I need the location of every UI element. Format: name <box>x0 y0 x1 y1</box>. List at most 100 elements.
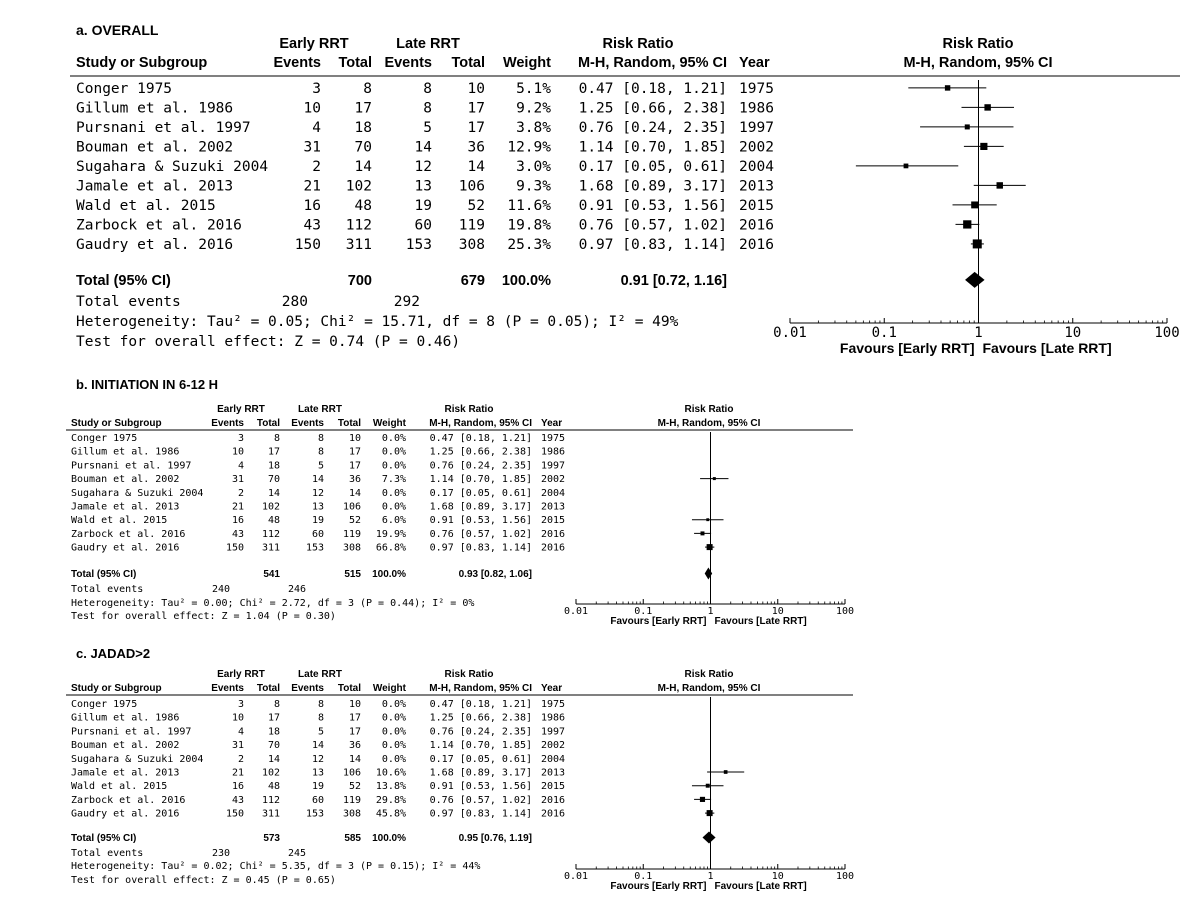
row-late-events: 8 <box>423 101 432 117</box>
row-weight: 13.8% <box>376 781 406 792</box>
x-tick-label: 0.01 <box>564 606 588 617</box>
row-year: 2016 <box>541 795 565 806</box>
row-late-events: 12 <box>312 754 324 765</box>
forest-plot-initiation-6-12h: Early RRT Late RRT Risk Ratio Risk Ratio Stu… <box>66 404 854 627</box>
row-year: 2004 <box>739 159 774 175</box>
row-late-events: 60 <box>415 218 432 234</box>
heterogeneity-text: Heterogeneity: Tau² = 0.00; Chi² = 2.72,… <box>71 598 474 609</box>
pooled-diamond <box>704 567 713 580</box>
total-label: Total (95% CI) <box>71 569 136 580</box>
total-label: Total (95% CI) <box>71 833 136 844</box>
row-late-total: 17 <box>349 460 361 471</box>
row-ci: 0.76 [0.57, 1.02] <box>579 218 727 234</box>
row-early-total: 17 <box>355 101 372 117</box>
header-year: Year <box>541 418 562 429</box>
favours-early-label: Favours [Early RRT] <box>610 616 706 627</box>
row-late-total: 10 <box>349 433 361 444</box>
row-year: 2016 <box>541 543 565 554</box>
row-late-total: 308 <box>343 809 361 820</box>
header-early-rrt: Early RRT <box>217 669 265 680</box>
panel-c-title: c. JADAD>2 <box>76 646 151 661</box>
row-ci: 0.47 [0.18, 1.21] <box>579 81 727 97</box>
row-late-total: 17 <box>349 726 361 737</box>
row-study: Jamale et al. 2013 <box>76 179 233 195</box>
row-early-events: 31 <box>232 474 244 485</box>
row-weight: 0.0% <box>382 502 406 513</box>
row-ci: 1.25 [0.66, 2.38] <box>579 101 727 117</box>
heterogeneity-text: Heterogeneity: Tau² = 0.02; Chi² = 5.35,… <box>71 861 480 872</box>
row-early-total: 8 <box>274 699 280 710</box>
row-weight: 0.0% <box>382 740 406 751</box>
row-early-events: 3 <box>238 699 244 710</box>
row-study: Conger 1975 <box>71 699 137 710</box>
row-ci: 1.68 [0.89, 3.17] <box>430 502 532 513</box>
favours-late-label: Favours [Late RRT] <box>715 881 807 892</box>
row-weight: 0.0% <box>382 488 406 499</box>
row-study: Zarbock et al. 2016 <box>71 795 185 806</box>
total-late: 585 <box>344 833 361 844</box>
row-late-events: 153 <box>306 543 324 554</box>
header-method: M-H, Random, 95% CI <box>578 55 727 71</box>
x-tick-label: 100 <box>1154 325 1179 341</box>
x-tick-label: 1 <box>707 871 713 882</box>
header-study: Study or Subgroup <box>71 683 162 694</box>
row-late-events: 13 <box>312 768 324 779</box>
row-early-total: 17 <box>268 713 280 724</box>
header-method: M-H, Random, 95% CI <box>429 683 532 694</box>
study-point <box>972 239 982 249</box>
header-early-total: Total <box>338 55 372 71</box>
row-early-total: 48 <box>268 515 280 526</box>
row-late-total: 119 <box>343 529 361 540</box>
row-year: 2016 <box>541 809 565 820</box>
row-early-events: 150 <box>226 809 244 820</box>
row-early-total: 70 <box>268 740 280 751</box>
row-early-total: 102 <box>262 502 280 513</box>
total-weight: 100.0% <box>502 273 551 289</box>
row-late-events: 60 <box>312 529 324 540</box>
row-weight: 5.1% <box>516 81 551 97</box>
favours-early-label: Favours [Early RRT] <box>840 340 975 356</box>
row-study: Zarbock et al. 2016 <box>76 218 242 234</box>
header-late-total: Total <box>451 55 485 71</box>
row-year: 1975 <box>541 433 565 444</box>
row-late-events: 8 <box>318 713 324 724</box>
row-year: 2002 <box>541 740 565 751</box>
row-late-total: 36 <box>468 140 485 156</box>
row-study: Wald et al. 2015 <box>71 515 167 526</box>
row-early-total: 14 <box>355 159 373 175</box>
overall-effect-text: Test for overall effect: Z = 1.04 (P = 0… <box>71 611 336 622</box>
header-risk-ratio: Risk Ratio <box>445 669 494 680</box>
forest-plot-jadad-gt-2: Early RRT Late RRT Risk Ratio Risk Ratio Stu… <box>66 669 854 892</box>
row-early-total: 102 <box>262 768 280 779</box>
row-weight: 25.3% <box>507 237 551 253</box>
header-late-total: Total <box>338 418 361 429</box>
row-study: Wald et al. 2015 <box>76 198 216 214</box>
row-year: 2013 <box>541 768 565 779</box>
row-study: Bouman et al. 2002 <box>71 474 179 485</box>
header-late-events: Events <box>291 683 324 694</box>
row-study: Gillum et al. 1986 <box>71 447 179 458</box>
row-year: 1997 <box>739 120 774 136</box>
row-ci: 1.68 [0.89, 3.17] <box>430 768 532 779</box>
panel-b-title: b. INITIATION IN 6-12 H <box>76 377 219 392</box>
total-ci: 0.95 [0.76, 1.19] <box>459 833 532 844</box>
row-weight: 29.8% <box>376 795 406 806</box>
row-study: Zarbock et al. 2016 <box>71 529 185 540</box>
total-early: 541 <box>263 569 280 580</box>
row-early-events: 2 <box>238 488 244 499</box>
row-weight: 45.8% <box>376 809 406 820</box>
row-year: 1986 <box>541 447 565 458</box>
row-late-total: 52 <box>349 515 361 526</box>
row-study: Conger 1975 <box>76 81 172 97</box>
row-study: Bouman et al. 2002 <box>76 140 233 156</box>
study-point <box>944 85 951 91</box>
row-ci: 1.14 [0.70, 1.85] <box>430 740 532 751</box>
overall-effect-text: Test for overall effect: Z = 0.74 (P = 0… <box>76 334 460 350</box>
row-weight: 3.8% <box>516 120 551 136</box>
row-early-events: 2 <box>312 159 321 175</box>
row-ci: 1.14 [0.70, 1.85] <box>579 140 727 156</box>
row-early-events: 4 <box>312 120 321 136</box>
header-plot-risk-ratio: Risk Ratio <box>685 404 734 415</box>
total-late: 679 <box>461 273 485 289</box>
row-late-events: 19 <box>312 781 324 792</box>
